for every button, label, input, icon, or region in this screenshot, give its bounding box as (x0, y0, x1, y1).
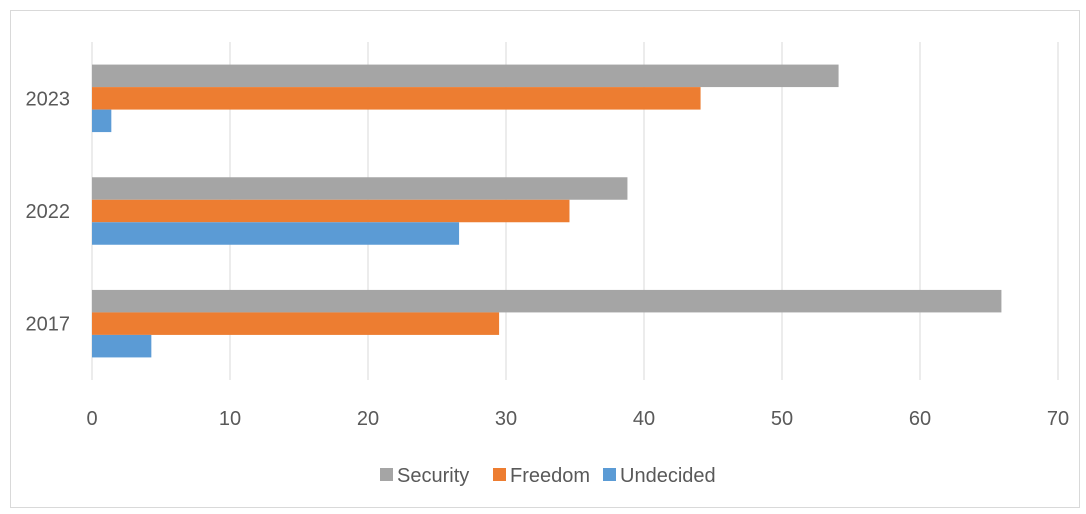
bar-security-2023 (92, 64, 839, 88)
y-axis-labels: 2017 2022 2023 (26, 88, 71, 335)
legend: Security Freedom Undecided (380, 465, 716, 487)
bar-security-2017 (92, 289, 1002, 313)
bar-freedom-2022 (92, 199, 570, 223)
legend-label-freedom: Freedom (510, 465, 590, 487)
x-tick-label-40: 40 (633, 408, 655, 430)
legend-label-security: Security (397, 465, 469, 487)
bar-undecided-2023 (92, 109, 112, 133)
x-tick-label-60: 60 (909, 408, 931, 430)
bar-freedom-2023 (92, 87, 701, 110)
x-tick-label-70: 70 (1047, 408, 1069, 430)
x-axis-labels: 0 10 20 30 40 50 60 70 (86, 408, 1069, 430)
legend-swatch-freedom (493, 468, 506, 481)
legend-swatch-undecided (603, 468, 616, 481)
bars (92, 64, 1002, 358)
bar-undecided-2022 (92, 222, 460, 245)
x-tick-label-30: 30 (495, 408, 517, 430)
x-tick-label-10: 10 (219, 408, 241, 430)
x-tick-label-0: 0 (86, 408, 97, 430)
legend-label-undecided: Undecided (620, 465, 716, 487)
y-tick-label-2017: 2017 (26, 314, 71, 336)
y-tick-label-2022: 2022 (26, 201, 71, 223)
x-tick-label-50: 50 (771, 408, 793, 430)
x-tick-label-20: 20 (357, 408, 379, 430)
bar-undecided-2017 (92, 334, 152, 358)
bar-freedom-2017 (92, 312, 500, 335)
legend-swatch-security (380, 468, 393, 481)
bar-security-2022 (92, 177, 628, 200)
y-tick-label-2023: 2023 (26, 88, 71, 110)
